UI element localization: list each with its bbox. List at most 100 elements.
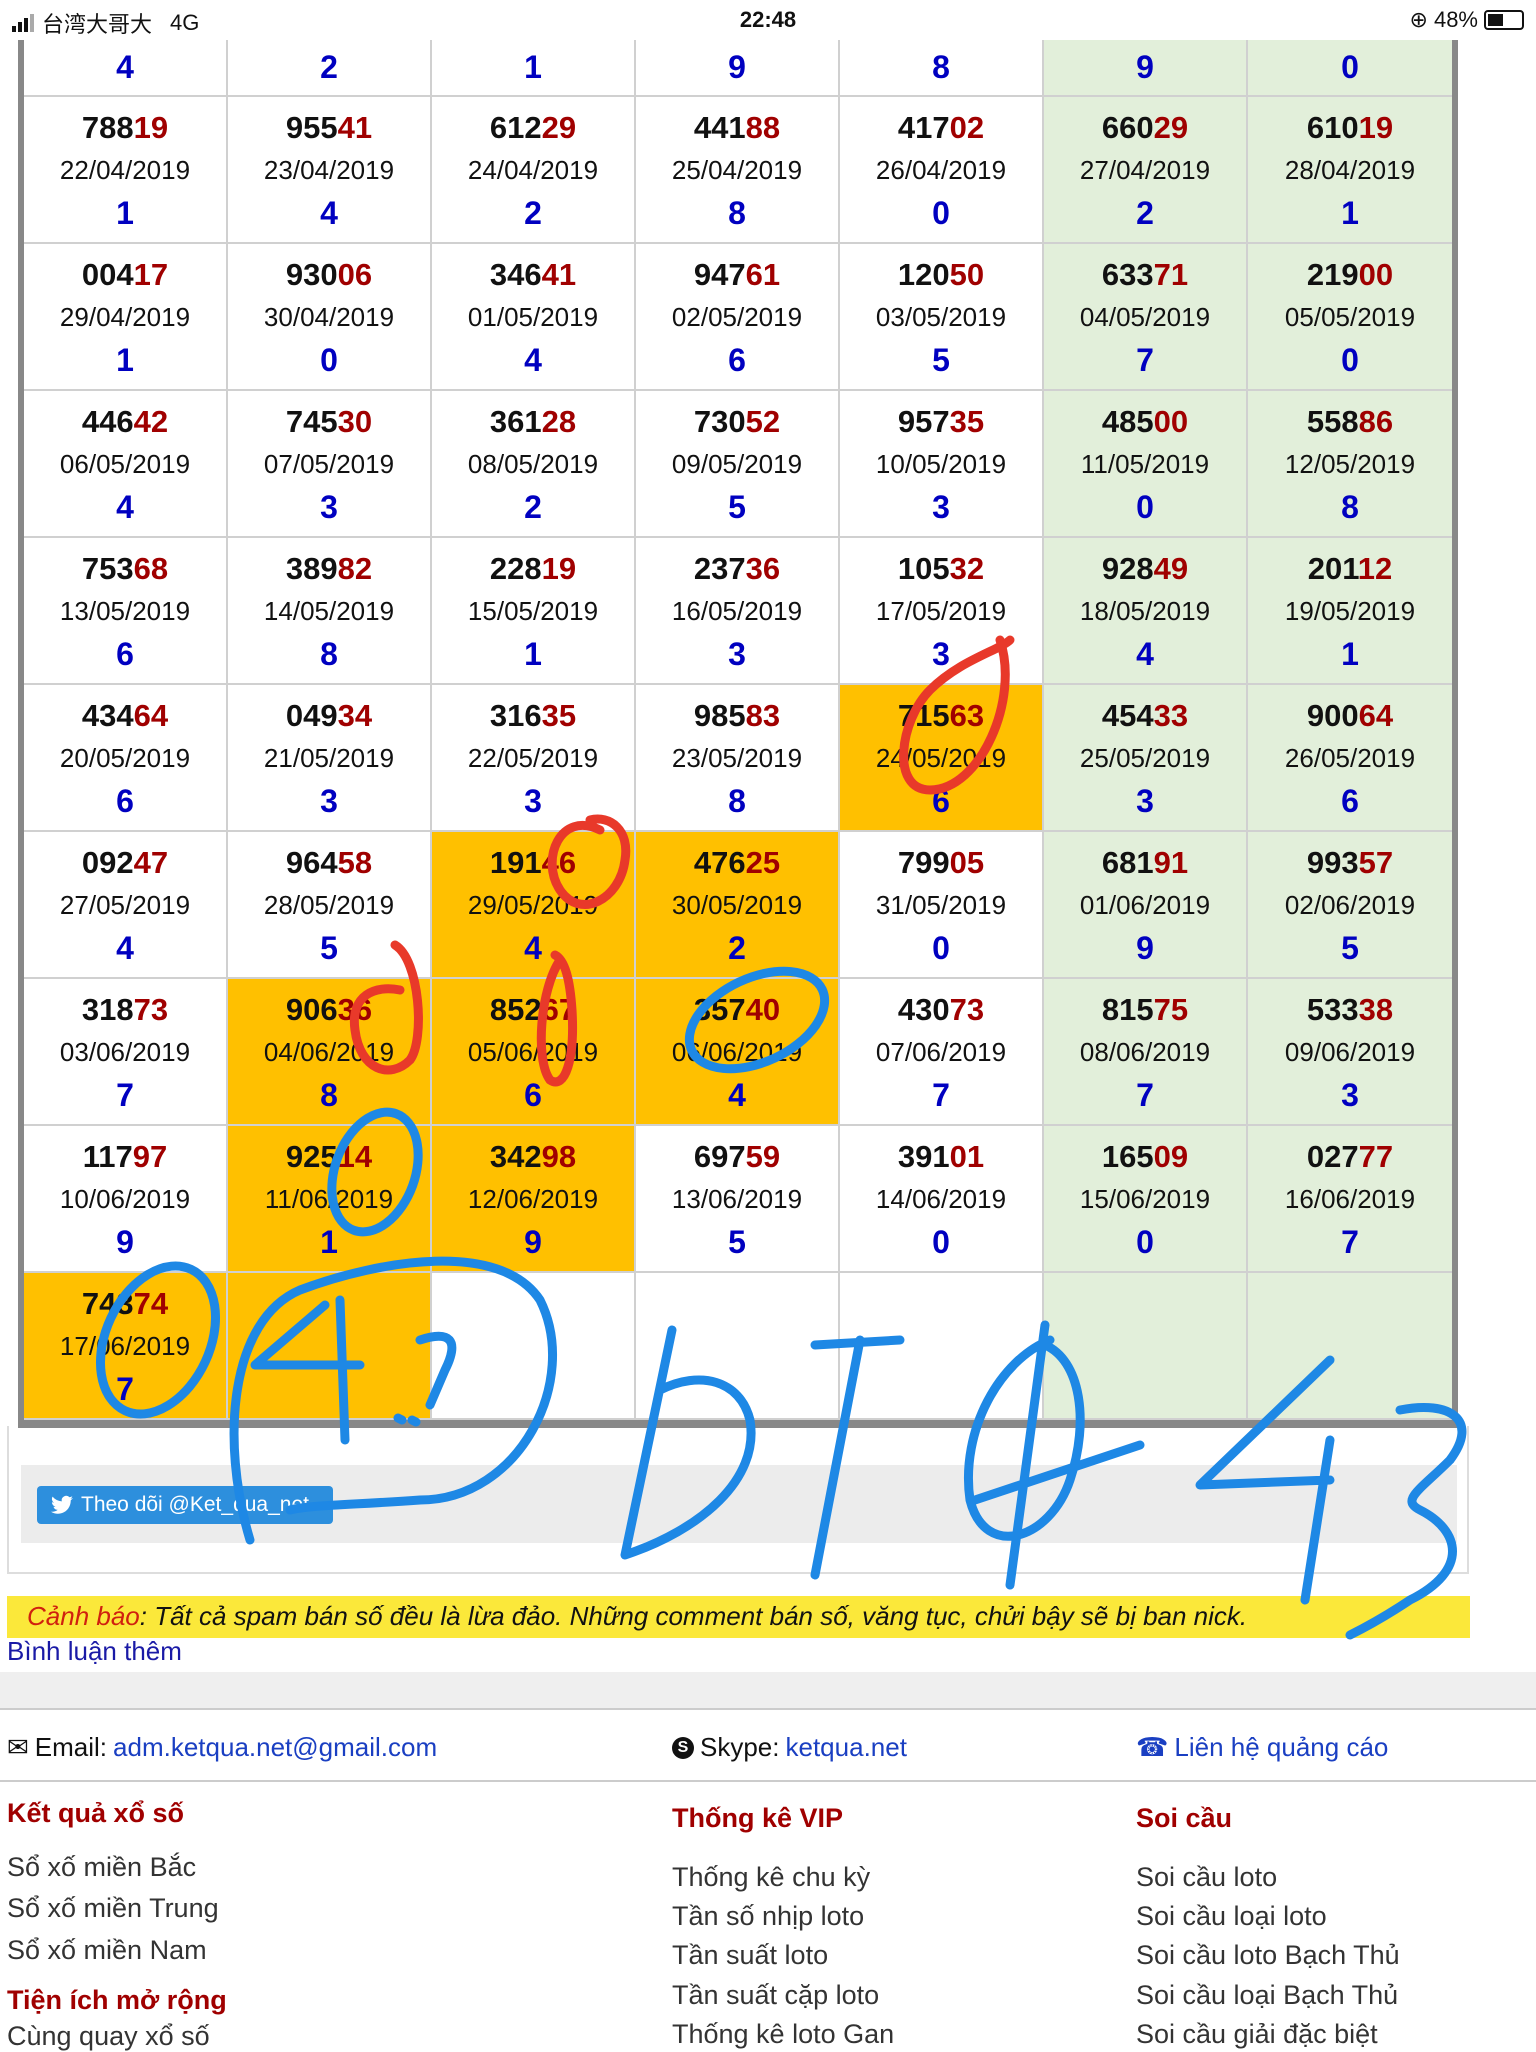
- footer-link[interactable]: Soi cầu loto: [1136, 1862, 1278, 1892]
- result-last-two: 28: [541, 404, 577, 439]
- result-date: 18/05/2019: [1079, 596, 1211, 626]
- footer-heading-results[interactable]: Kết quả xổ số: [7, 1798, 185, 1828]
- result-number: 35740: [636, 992, 838, 1028]
- footer-link[interactable]: Thống kê loto Gan: [672, 2019, 895, 2049]
- result-number: 34641: [432, 257, 634, 293]
- special-digit: 8: [728, 783, 746, 819]
- result-head: 357: [693, 992, 746, 1027]
- footer-link[interactable]: Cùng quay xổ số: [7, 2021, 210, 2051]
- result-number: 69759: [636, 1139, 838, 1175]
- table-cell: 31873 03/06/2019 7: [24, 979, 228, 1126]
- footer-link[interactable]: Tần suất loto: [672, 1940, 829, 1970]
- result-head: 446: [81, 404, 134, 439]
- result-last-two: 71: [1153, 257, 1189, 292]
- table-cell: 41702 26/04/2019 0: [840, 97, 1044, 244]
- result-last-two: 61: [745, 257, 781, 292]
- result-head: 955: [285, 110, 338, 145]
- result-head: 165: [1101, 1139, 1154, 1174]
- special-digit: 7: [116, 1371, 134, 1407]
- status-bar: 台湾大哥大 4G 22:48 ⊕ 48%: [0, 0, 1536, 40]
- result-head: 612: [489, 110, 542, 145]
- footer-link[interactable]: Soi cầu loại Bạch Thủ: [1136, 1980, 1399, 2010]
- twitter-follow-label: Theo dõi @Ket_qua_net: [81, 1493, 309, 1516]
- clock: 22:48: [739, 7, 797, 32]
- footer-heading-vip[interactable]: Thống kê VIP: [672, 1803, 844, 1833]
- result-head: 105: [897, 551, 950, 586]
- result-last-two: 19: [1358, 110, 1394, 145]
- separator-band: [0, 1672, 1536, 1710]
- table-cell: [1044, 1273, 1248, 1420]
- table-cell: [432, 1273, 636, 1420]
- table-cell: 22819 15/05/2019 1: [432, 538, 636, 685]
- result-last-two: 12: [1357, 551, 1393, 586]
- result-number: 10532: [840, 551, 1042, 587]
- footer-link[interactable]: Sổ xố miền Nam: [7, 1935, 207, 1965]
- result-date: 24/04/2019: [467, 155, 599, 185]
- result-date: 03/05/2019: [875, 302, 1007, 332]
- result-head: 430: [897, 992, 950, 1027]
- footer-link[interactable]: Tần suất cặp loto: [672, 1980, 880, 2010]
- result-date: 23/05/2019: [671, 743, 803, 773]
- special-digit: 4: [524, 930, 542, 966]
- footer-link[interactable]: Sổ xố miền Trung: [7, 1893, 219, 1923]
- result-head: 753: [81, 551, 134, 586]
- result-head: 092: [81, 845, 134, 880]
- result-head: 361: [489, 404, 542, 439]
- table-cell: 11797 10/06/2019 9: [24, 1126, 228, 1273]
- result-number: 21900: [1248, 257, 1452, 293]
- table-cell-highlighted: 74374 17/06/2019 7: [24, 1273, 228, 1420]
- table-cell: 93006 30/04/2019 0: [228, 244, 432, 391]
- result-last-two: 63: [949, 698, 985, 733]
- email-link[interactable]: adm.ketqua.net@gmail.com: [113, 1732, 438, 1762]
- result-head: 993: [1306, 845, 1359, 880]
- table-cell: 68191 01/06/2019 9: [1044, 832, 1248, 979]
- result-date: 07/06/2019: [875, 1037, 1007, 1067]
- result-head: 558: [1306, 404, 1359, 439]
- footer-link[interactable]: Soi cầu loto Bạch Thủ: [1136, 1940, 1400, 1970]
- result-head: 476: [693, 845, 746, 880]
- more-comments-link[interactable]: Bình luận thêm: [7, 1636, 182, 1666]
- table-cell: 4: [24, 40, 228, 97]
- result-date: 24/05/2019: [875, 743, 1007, 773]
- footer-link[interactable]: Soi cầu loại loto: [1136, 1901, 1327, 1931]
- result-last-two: 02: [949, 110, 985, 145]
- ads-contact-link[interactable]: Liên hệ quảng cáo: [1174, 1732, 1389, 1762]
- special-digit: 8: [320, 636, 338, 672]
- skype-link[interactable]: ketqua.net: [785, 1732, 907, 1762]
- result-date: 08/05/2019: [467, 449, 599, 479]
- result-number: 31635: [432, 698, 634, 734]
- footer-heading-soi-cau[interactable]: Soi cầu: [1136, 1803, 1233, 1833]
- table-cell: 9: [636, 40, 840, 97]
- result-last-two: 52: [745, 404, 781, 439]
- result-date: 11/05/2019: [1080, 449, 1210, 479]
- result-number: 90064: [1248, 698, 1452, 734]
- result-last-two: 40: [745, 992, 781, 1027]
- footer-link[interactable]: Soi cầu giải đặc biệt: [1136, 2019, 1378, 2049]
- footer-link[interactable]: Sổ xố miền Bắc: [7, 1852, 197, 1882]
- email-label: Email:: [34, 1732, 108, 1762]
- result-head: 391: [897, 1139, 950, 1174]
- result-head: 316: [489, 698, 542, 733]
- result-number: 81575: [1044, 992, 1246, 1028]
- result-last-two: 36: [337, 992, 373, 1027]
- special-digit: 3: [320, 783, 338, 819]
- special-digit: 0: [320, 342, 338, 378]
- result-last-two: 47: [133, 845, 169, 880]
- result-number: 95735: [840, 404, 1042, 440]
- footer-link[interactable]: Tần số nhịp loto: [672, 1901, 865, 1931]
- special-digit: 1: [116, 195, 134, 231]
- footer-link[interactable]: Thống kê chu kỳ: [672, 1862, 871, 1892]
- result-last-two: 01: [949, 1139, 985, 1174]
- lottery-results-table: 4 2 1 9 8 9 0 78819 22/04/2019 1 95541 23/04/2019 4 6…: [18, 40, 1458, 1428]
- twitter-follow-button[interactable]: Theo dõi @Ket_qua_net: [37, 1486, 333, 1524]
- table-cell: 38982 14/05/2019 8: [228, 538, 432, 685]
- result-head: 964: [285, 845, 338, 880]
- result-date: 15/06/2019: [1079, 1184, 1211, 1214]
- result-date: 29/04/2019: [59, 302, 191, 332]
- result-number: 96458: [228, 845, 430, 881]
- table-cell: 34641 01/05/2019 4: [432, 244, 636, 391]
- result-last-two: 33: [1153, 698, 1189, 733]
- result-date: 23/04/2019: [263, 155, 395, 185]
- result-date: 29/05/2019: [467, 890, 599, 920]
- footer-heading-utilities[interactable]: Tiện ích mở rộng: [7, 1985, 227, 2015]
